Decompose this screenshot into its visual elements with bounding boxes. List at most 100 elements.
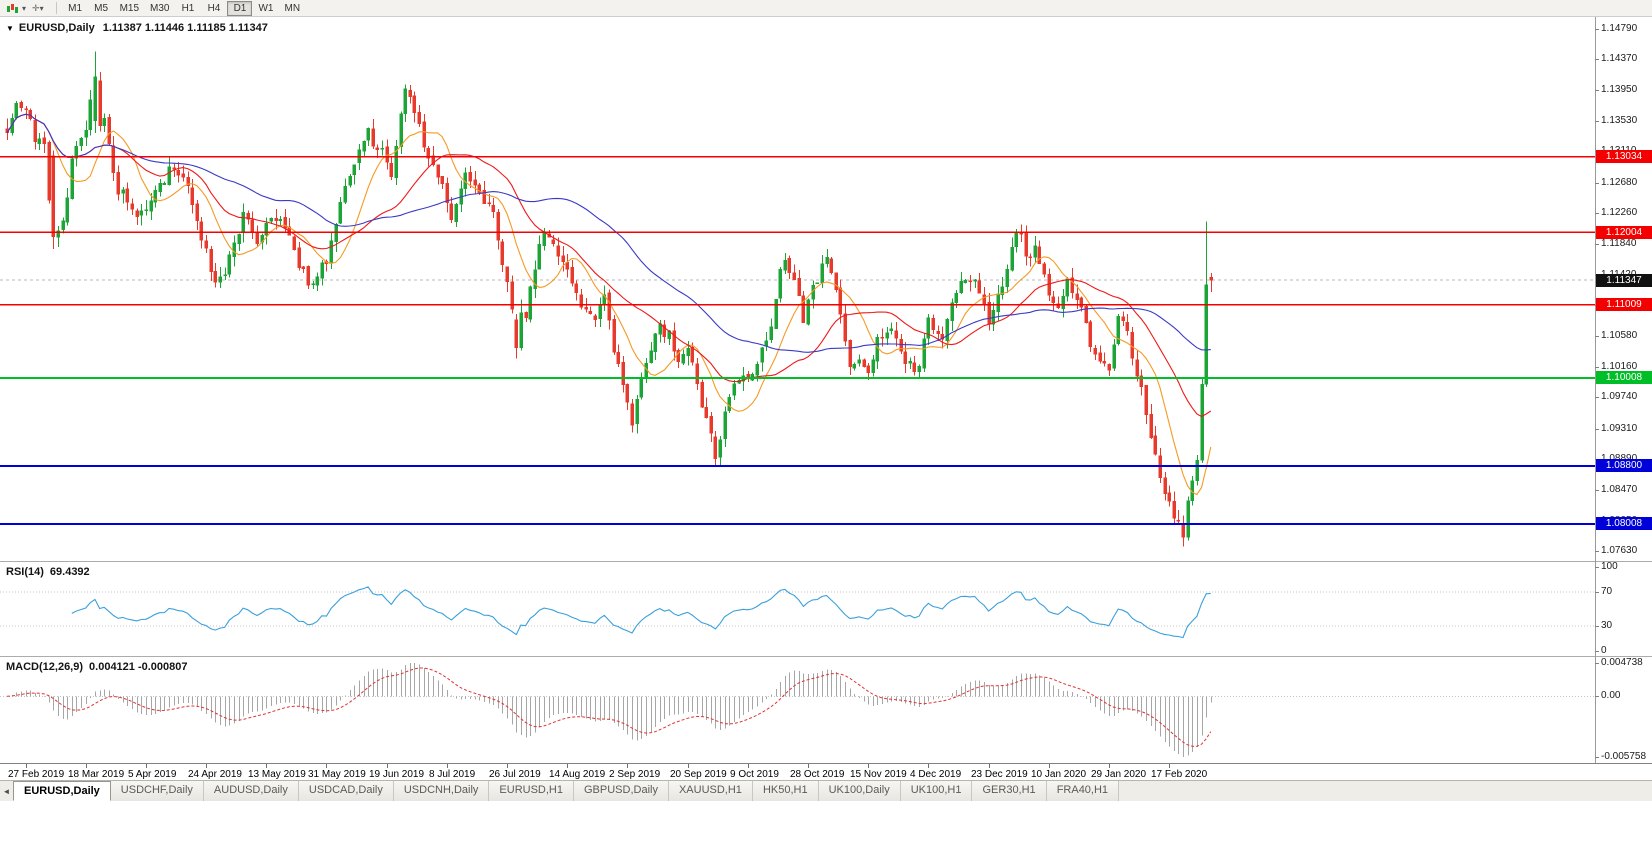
timeframe-m1[interactable]: M1 [68, 2, 83, 14]
price-marker-1.12004: 1.12004 [1596, 226, 1652, 239]
tab-xauusd-h1[interactable]: XAUUSD,H1 [668, 781, 753, 801]
price-scale-separator [1595, 17, 1596, 763]
date-tick [266, 764, 267, 768]
date-label: 23 Dec 2019 [971, 769, 1028, 780]
date-tick [146, 764, 147, 768]
tab-hk50-h1[interactable]: HK50,H1 [752, 781, 819, 801]
main-chart-plot[interactable] [0, 17, 1652, 561]
rsi-scale-label: 70 [1601, 586, 1613, 597]
price-tick-label: 1.14790 [1601, 23, 1638, 34]
panel-separator[interactable] [0, 656, 1652, 657]
tab-fra40-h1[interactable]: FRA40,H1 [1046, 781, 1120, 801]
timeframe-w1[interactable]: W1 [258, 2, 274, 14]
macd-scale-label: -0.005758 [1601, 751, 1647, 762]
price-marker-1.11009: 1.11009 [1596, 298, 1652, 311]
tab-eurusd-h1[interactable]: EURUSD,H1 [489, 781, 574, 801]
ohlc-values: 1.11387 1.11446 1.11185 1.11347 [102, 22, 268, 34]
tab-gbpusd-daily[interactable]: GBPUSD,Daily [574, 781, 669, 801]
rsi-scale-label: 30 [1601, 620, 1613, 631]
price-tick [1595, 213, 1599, 214]
macd-histogram [12, 663, 1212, 757]
rsi-panel-plot[interactable] [0, 562, 1652, 656]
tab-audusd-daily[interactable]: AUDUSD,Daily [203, 781, 299, 801]
tab-ger30-h1[interactable]: GER30,H1 [972, 781, 1047, 801]
price-tick-label: 1.08890 [1601, 453, 1651, 465]
price-tick-label: 1.13530 [1601, 115, 1638, 126]
date-tick [928, 764, 929, 768]
price-marker-1.08800: 1.08800 [1596, 459, 1652, 472]
macd-panel-plot[interactable] [0, 657, 1652, 763]
horizontal-lines[interactable] [0, 156, 1595, 525]
price-marker-1.10008: 1.10008 [1596, 371, 1652, 384]
timeframe-mn[interactable]: MN [284, 2, 301, 14]
rsi-value: 69.4392 [49, 566, 90, 578]
symbol-tabbar: ◄ EURUSD,Daily USDCHF,Daily AUDUSD,Daily US… [0, 780, 1652, 801]
price-tick [1595, 490, 1599, 491]
date-tick [26, 764, 27, 768]
moving-averages [6, 113, 1212, 496]
rsi-tick [1595, 626, 1599, 627]
date-label: 28 Oct 2019 [790, 769, 845, 780]
macd-scale-label: 0.004738 [1601, 657, 1643, 668]
date-label: 27 Feb 2019 [8, 769, 65, 780]
rsi-scale-label: 100 [1601, 561, 1618, 572]
price-tick [1595, 367, 1599, 368]
date-label: 5 Apr 2019 [128, 769, 177, 780]
price-tick-label: 1.13950 [1601, 84, 1638, 95]
price-tick [1595, 183, 1599, 184]
chart-menu-icon[interactable]: ▼ [6, 24, 14, 33]
rsi-line [71, 586, 1211, 639]
date-label: 4 Dec 2019 [910, 769, 962, 780]
cursor-dropdown-icon[interactable]: ▾ [39, 3, 44, 13]
tab-uk100-h1[interactable]: UK100,H1 [900, 781, 973, 801]
date-label: 19 Jun 2019 [369, 769, 425, 780]
date-label: 14 Aug 2019 [549, 769, 606, 780]
timeframe-m30[interactable]: M30 [150, 2, 170, 14]
rsi-scale-label: 0 [1601, 645, 1607, 656]
date-label: 9 Oct 2019 [730, 769, 779, 780]
tab-uk100-daily[interactable]: UK100,Daily [818, 781, 901, 801]
price-marker-1.13034: 1.13034 [1596, 150, 1652, 163]
date-tick [808, 764, 809, 768]
chart-type-icon[interactable] [4, 1, 21, 16]
tab-usdchf-daily[interactable]: USDCHF,Daily [110, 781, 204, 801]
date-label: 17 Feb 2020 [1151, 769, 1208, 780]
chart-title: ▼ EURUSD,Daily 1.11387 1.11446 1.11185 1.1… [6, 22, 268, 34]
date-tick [86, 764, 87, 768]
chart-type-dropdown-icon[interactable]: ▾ [22, 3, 27, 13]
timeframe-group: M1 M5 M15 M30 H1 H4 D1 W1 MN [63, 0, 305, 16]
macd-signal-line [6, 667, 1212, 747]
timeframe-d1[interactable]: D1 [227, 0, 253, 16]
symbol-period-label: EURUSD,Daily [18, 22, 95, 34]
candles [5, 51, 1213, 547]
tab-scroll-left-icon[interactable]: ◄ [2, 787, 11, 796]
tab-list: EURUSD,Daily USDCHF,Daily AUDUSD,Daily USDC… [13, 781, 1120, 801]
timeframe-h1[interactable]: H1 [181, 2, 195, 14]
tab-usdcnh-daily[interactable]: USDCNH,Daily [393, 781, 490, 801]
date-tick [206, 764, 207, 768]
price-tick [1595, 59, 1599, 60]
date-label: 24 Apr 2019 [188, 769, 242, 780]
date-label: 8 Jul 2019 [429, 769, 476, 780]
tab-eurusd-daily[interactable]: EURUSD,Daily [13, 781, 111, 801]
price-tick-label: 1.08470 [1601, 484, 1638, 495]
tab-usdcad-daily[interactable]: USDCAD,Daily [298, 781, 394, 801]
date-tick [326, 764, 327, 768]
date-tick [1169, 764, 1170, 768]
date-tick [1109, 764, 1110, 768]
price-tick-label: 1.12260 [1601, 207, 1638, 218]
ma-10-line [6, 113, 1212, 496]
panel-separator[interactable] [0, 561, 1652, 562]
date-label: 15 Nov 2019 [850, 769, 907, 780]
macd-label: MACD(12,26,9) 0.004121 -0.000807 [6, 661, 188, 673]
timeframe-m5[interactable]: M5 [94, 2, 109, 14]
date-tick [868, 764, 869, 768]
price-tick [1595, 429, 1599, 430]
macd-values: 0.004121 -0.000807 [89, 661, 188, 673]
timeframe-h4[interactable]: H4 [207, 2, 221, 14]
crosshair-icon[interactable]: ✛ [32, 2, 40, 13]
timeframe-m15[interactable]: M15 [119, 2, 140, 14]
date-label: 10 Jan 2020 [1031, 769, 1087, 780]
price-tick-label: 1.14370 [1601, 53, 1638, 64]
date-tick [627, 764, 628, 768]
